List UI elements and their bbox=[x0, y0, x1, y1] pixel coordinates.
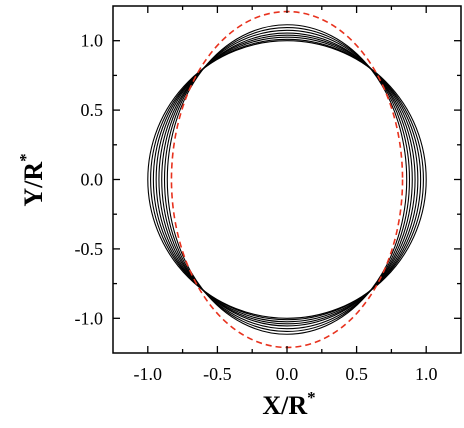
curves bbox=[147, 10, 427, 349]
y-axis-title-sup: * bbox=[16, 153, 35, 162]
y-tick-label: -0.5 bbox=[75, 239, 104, 259]
y-tick-label: 0.0 bbox=[81, 170, 104, 190]
curve-2 bbox=[150, 38, 424, 321]
x-tick-label: -1.0 bbox=[134, 364, 163, 384]
y-tick-label: 1.0 bbox=[81, 31, 104, 51]
plot-area bbox=[112, 5, 462, 354]
curve-7 bbox=[163, 26, 411, 333]
curve-4 bbox=[155, 34, 419, 325]
curve-6 bbox=[161, 29, 413, 330]
curve-8 bbox=[166, 24, 408, 335]
plot-frame bbox=[112, 5, 462, 354]
x-tick-label: -0.5 bbox=[203, 364, 232, 384]
curve-3 bbox=[152, 36, 422, 323]
tick-labels: -1.0 -0.5 0.0 0.5 1.0 -1.0 -0.5 0.0 0.5 1.0 bbox=[75, 31, 438, 384]
curve-9 bbox=[170, 10, 404, 349]
y-axis-title: Y/R* bbox=[16, 153, 48, 206]
y-axis-title-main: Y/R bbox=[19, 162, 48, 207]
x-axis-title-main: X/R bbox=[262, 391, 307, 420]
x-tick-label: 1.0 bbox=[415, 364, 438, 384]
x-tick-label: 0.0 bbox=[276, 364, 299, 384]
curve-5 bbox=[158, 32, 416, 327]
x-axis-title: X/R* bbox=[262, 388, 315, 420]
x-axis-title-sup: * bbox=[307, 388, 316, 407]
curve-1 bbox=[147, 40, 427, 319]
x-tick-label: 0.5 bbox=[345, 364, 368, 384]
ticks bbox=[113, 6, 461, 353]
y-tick-label: 0.5 bbox=[81, 100, 104, 120]
y-tick-label: -1.0 bbox=[75, 308, 104, 328]
